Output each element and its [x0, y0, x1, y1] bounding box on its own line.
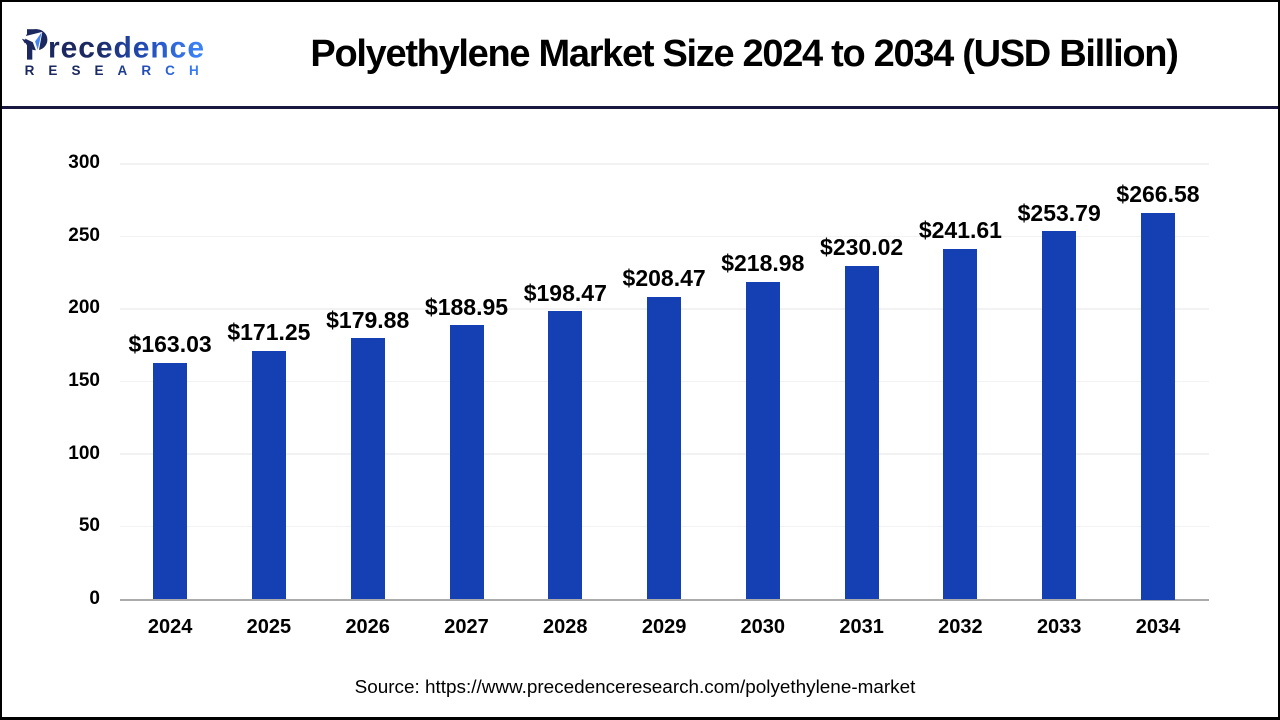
svg-text:RESEARCH: RESEARCH	[25, 63, 213, 78]
svg-text:recedence: recedence	[48, 32, 204, 65]
